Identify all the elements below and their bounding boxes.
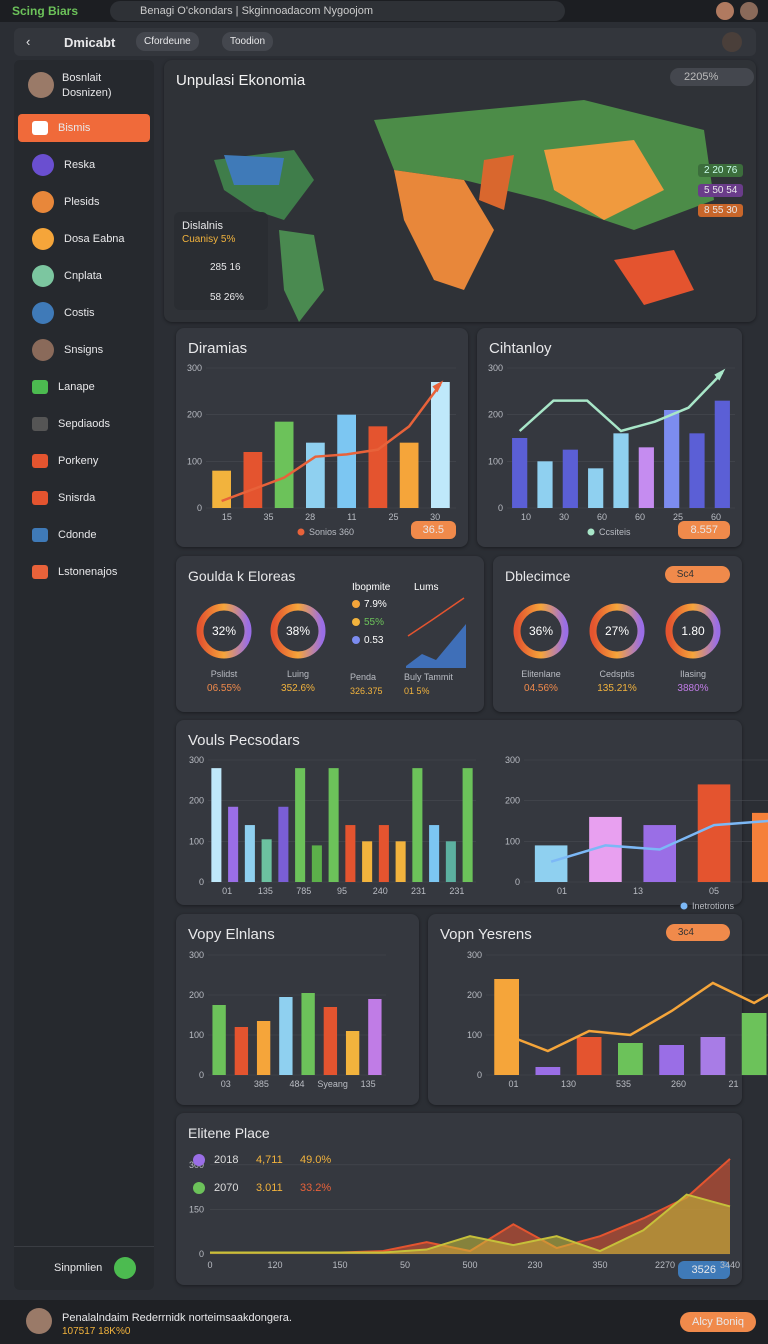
nav-item[interactable]: Porkeny	[18, 447, 150, 475]
nav-icon	[32, 491, 48, 505]
nav-icon	[32, 454, 48, 468]
panel-badge: 36.5	[410, 521, 456, 539]
donut-panel: Dblecimce Sc4	[493, 556, 742, 712]
user-avatar	[28, 72, 54, 98]
nav-label: Cdonde	[58, 529, 97, 541]
panel-toggle[interactable]: 3c4	[665, 924, 730, 941]
nav-label: Snsigns	[64, 344, 104, 356]
legend-title: Dislalnis	[182, 220, 223, 232]
toolbar: ‹ Dmicabt Cfordeune Toodion	[14, 28, 756, 56]
nav-icon	[32, 339, 54, 361]
nav-item[interactable]: Lanape	[18, 373, 150, 401]
chart-panel: Vopy Elnlans	[176, 914, 419, 1105]
panel-toggle[interactable]: Sc4	[664, 566, 730, 583]
nav-item[interactable]: Snisrda	[18, 484, 150, 512]
panel-title: Dblecimce	[505, 568, 571, 584]
map-panel: Unpulasi Ekonomia 2205% Dislalnis Cuanis…	[164, 60, 756, 322]
world-map	[214, 100, 714, 322]
panel-title: Vopn Yesrens	[440, 926, 532, 943]
area-badge: 3526	[677, 1261, 730, 1279]
nav-item[interactable]: Sepdiaods	[18, 410, 150, 438]
footer-label: Sinpmlien	[54, 1262, 103, 1274]
avatar[interactable]	[740, 2, 758, 20]
nav-label: Lstonenajos	[58, 566, 118, 578]
nav-label: Lanape	[58, 381, 95, 393]
nav-icon	[32, 154, 54, 176]
sidebar-footer[interactable]: Sinpmlien	[14, 1246, 154, 1291]
panel-title: Cihtanloy	[489, 340, 552, 357]
chip[interactable]: Cfordeune	[136, 32, 199, 51]
chart-panel: Diramias 36.5	[176, 328, 468, 547]
user-name: Bosnlait	[62, 72, 102, 84]
panel-title: Goulda k Eloreas	[188, 568, 296, 584]
legend-sub: Cuanisy 5%	[182, 234, 236, 245]
footer-toggle[interactable]	[114, 1257, 136, 1279]
nav-icon	[32, 302, 54, 324]
nav-icon	[32, 265, 54, 287]
nav-icon	[32, 380, 48, 394]
bar	[741, 1013, 767, 1075]
stat: 8 55 30	[698, 204, 744, 217]
stat: 2 20 76	[698, 164, 744, 177]
map-title: Unpulasi Ekonomia	[176, 72, 306, 89]
nav-item[interactable]: Cnplata	[18, 262, 150, 290]
chart-panel: Vouls Pecsodars	[176, 720, 742, 905]
nav-label: Plesids	[64, 196, 100, 208]
panel-title: Diramias	[188, 340, 248, 357]
topbar: Scing Biars Benagi O'ckondars | Skginnoa…	[0, 0, 768, 22]
panel-badge: 8.557	[678, 521, 730, 539]
map-legend: Dislalnis Cuanisy 5% 285 16 58 26%	[174, 212, 268, 310]
nav-label: Costis	[64, 307, 95, 319]
nav-icon	[32, 565, 48, 579]
nav-icon	[32, 417, 48, 431]
panel-title: Elitene Place	[188, 1125, 270, 1141]
chip[interactable]: Toodion	[222, 32, 274, 51]
nav-item[interactable]: Reska	[18, 151, 150, 179]
nav-item[interactable]: Cdonde	[18, 521, 150, 549]
nav-icon	[32, 528, 48, 542]
legend-row: 58 26%	[210, 292, 244, 303]
app-name: Scing Biars	[12, 4, 79, 18]
chart-panel: Vopn Yesrens 3c4	[428, 914, 742, 1105]
nav-item[interactable]: Costis	[18, 299, 150, 327]
nav-item[interactable]: Bismis	[18, 114, 150, 142]
map-badge[interactable]: 2205%	[670, 68, 755, 86]
area-panel: Elitene Place 3526	[176, 1113, 742, 1285]
user-sub: Dosnizen)	[62, 87, 112, 99]
footer-button[interactable]: Alcy Boniq	[680, 1312, 756, 1332]
nav-label: Reska	[64, 159, 96, 171]
sidebar: Bosnlait Dosnizen) Sinpmlien Bismis Reska…	[14, 60, 154, 1290]
footer-avatar	[26, 1308, 52, 1334]
nav-label: Porkeny	[58, 455, 99, 467]
footer-stats: 107517 18K%0	[62, 1326, 131, 1337]
panel-title: Vouls Pecsodars	[188, 732, 300, 749]
stat: 5 50 54	[698, 184, 744, 197]
address-bar[interactable]: Benagi O'ckondars | Skginnoadacom Nygooj…	[110, 1, 565, 21]
nav-label: Dosa Eabna	[64, 233, 125, 245]
avatar[interactable]	[716, 2, 734, 20]
nav-item[interactable]: Dosa Eabna	[18, 225, 150, 253]
footer-text: Penalalndaim Rederrnidk norteimsaakdonge…	[62, 1312, 292, 1324]
footer-bar: Penalalndaim Rederrnidk norteimsaakdonge…	[0, 1300, 768, 1344]
nav-icon	[32, 121, 48, 135]
nav-item[interactable]: Lstonenajos	[18, 558, 150, 586]
legend-row: 285 16	[210, 262, 241, 273]
back[interactable]: ‹	[26, 34, 31, 49]
nav-label: Cnplata	[64, 270, 102, 282]
nav-item[interactable]: Plesids	[18, 188, 150, 216]
chart-panel: Cihtanloy 8.557	[477, 328, 742, 547]
nav-label: Bismis	[58, 122, 91, 134]
nav-icon	[32, 228, 54, 250]
nav-item[interactable]: Snsigns	[18, 336, 150, 364]
nav-label: Snisrda	[58, 492, 96, 504]
donut-panel: Goulda k Eloreas	[176, 556, 484, 712]
nav-label: Sepdiaods	[58, 418, 110, 430]
action[interactable]	[722, 32, 742, 52]
nav-icon	[32, 191, 54, 213]
bar	[752, 812, 768, 882]
panel-title: Vopy Elnlans	[188, 926, 275, 943]
toolbar-title: Dmicabt	[64, 35, 116, 50]
